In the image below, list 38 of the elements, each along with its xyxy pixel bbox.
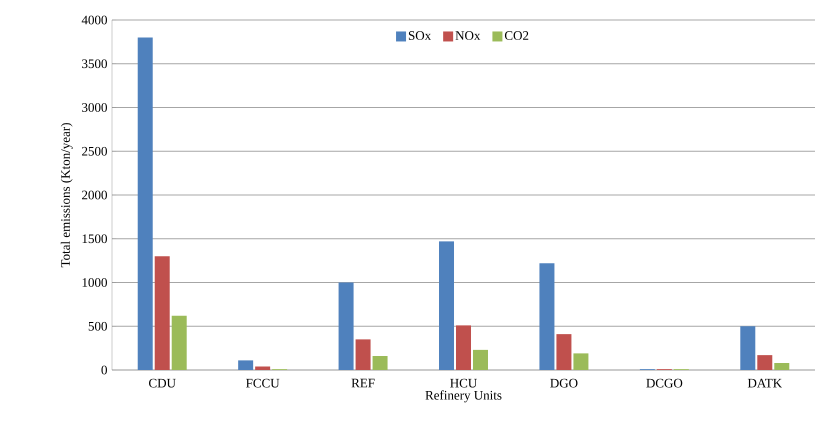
y-tick-label: 2500 [82,146,107,156]
y-tick-label: 1500 [82,234,107,244]
bar [774,363,790,370]
bar [539,263,554,370]
bar [338,282,354,370]
bar [154,256,170,370]
bar [740,326,756,370]
bar [573,353,588,370]
x-tick-label: FCCU [246,378,280,388]
legend-label: NOx [456,31,480,40]
x-tick-label: REF [352,378,375,388]
bar [238,360,254,370]
x-tick-label: DGO [550,378,578,388]
y-tick-label: 3500 [82,59,107,68]
y-tick-label: 1000 [82,278,107,287]
bar [172,316,187,370]
x-tick-label: HCU [450,378,477,388]
bar [556,334,572,370]
y-tick-label: 500 [88,322,107,331]
legend-label: SOx [408,31,431,40]
bar [757,355,772,370]
y-tick-label: 0 [101,366,107,374]
x-tick-label: DATK [748,378,782,388]
bar [372,356,388,370]
bar [472,350,488,370]
bar [439,241,454,370]
bar [255,366,270,370]
bar [356,339,371,370]
bar [456,325,472,370]
y-tick-label: 2000 [82,190,107,200]
y-tick-label: 3000 [82,103,107,112]
x-tick-label: CDU [149,378,176,388]
y-tick-label: 4000 [82,16,107,24]
legend-label: CO2 [504,31,528,40]
x-axis-title: Refinery Units [425,390,502,402]
bar [138,37,153,370]
x-tick-label: DCGO [646,378,682,388]
y-axis-title: Total emissions (Kton/year) [60,123,73,268]
